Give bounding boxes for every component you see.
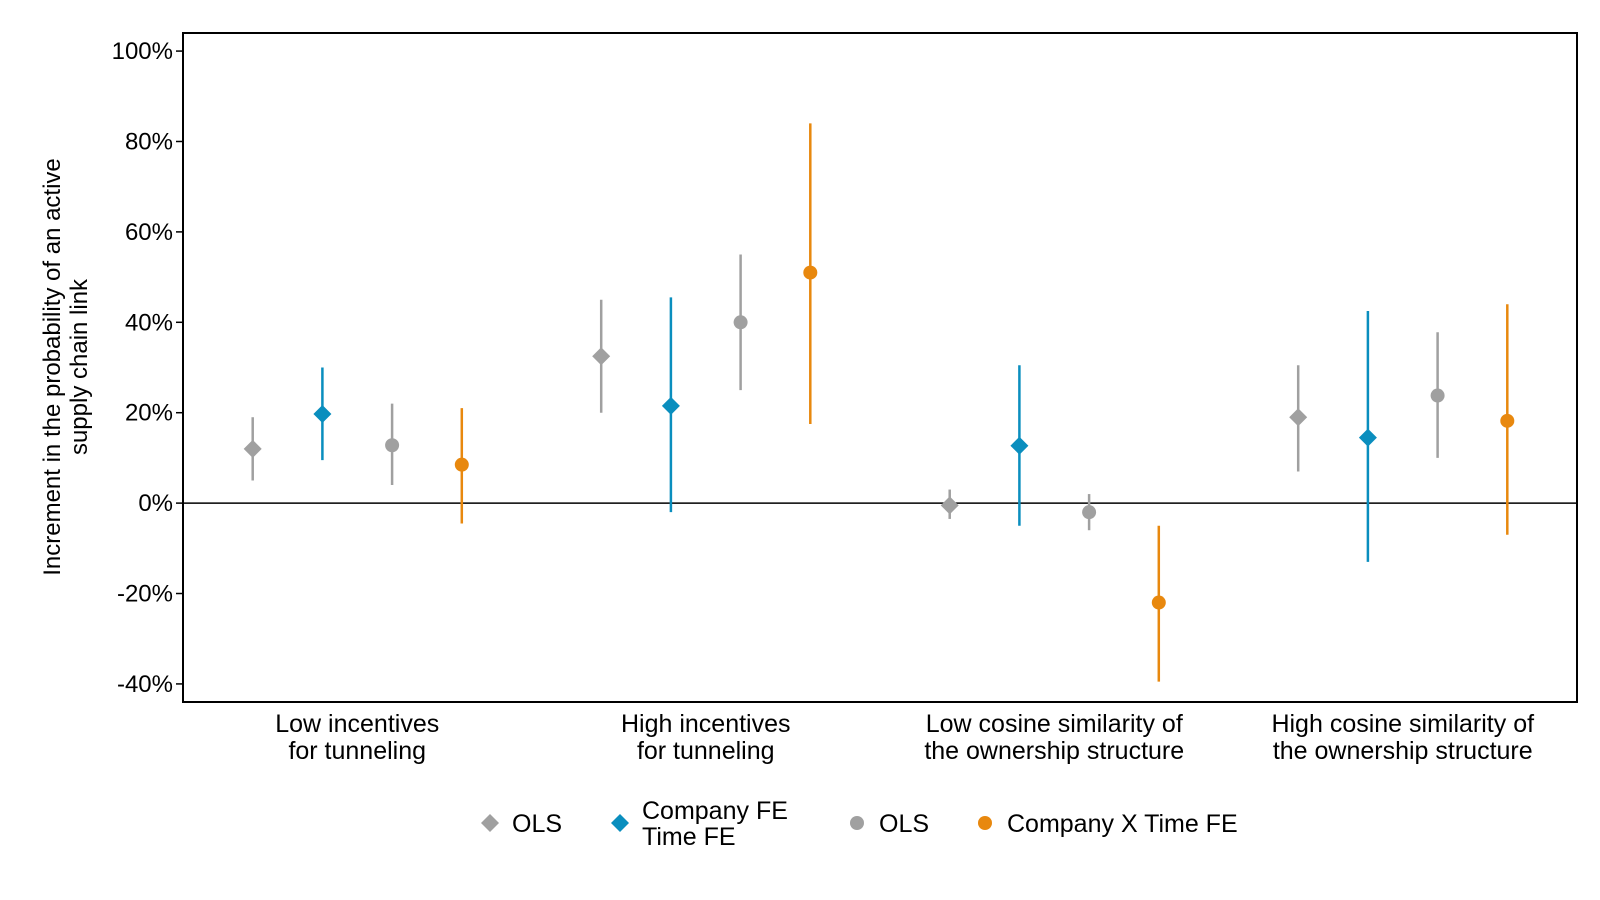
data-point-circle xyxy=(733,315,748,330)
x-category-label-line: for tunneling xyxy=(637,737,775,765)
legend-label: Time FE xyxy=(642,823,736,851)
x-category-label-line: Low cosine similarity of xyxy=(926,710,1183,738)
y-axis: -40% -20% 0% 20% 40% 60% 80% 100% xyxy=(112,38,183,698)
data-point-circle xyxy=(1151,595,1166,610)
legend-marker-circle xyxy=(978,816,992,830)
data-point-diamond xyxy=(940,496,959,515)
data-point-diamond xyxy=(243,439,262,458)
plot-frame xyxy=(182,32,1578,703)
y-tick-label: 80% xyxy=(125,128,173,155)
y-tick-label: 40% xyxy=(125,309,173,336)
y-tick-label: 100% xyxy=(112,38,173,65)
x-category-label-line: High cosine similarity of xyxy=(1271,710,1534,738)
data-point-diamond xyxy=(661,396,680,415)
y-tick-label: -40% xyxy=(117,671,173,698)
y-axis-title: Increment in the probability of an activ… xyxy=(39,158,93,576)
y-axis-title-line: supply chain link xyxy=(66,278,93,455)
data-point-circle xyxy=(454,457,469,472)
data-point-diamond xyxy=(1010,436,1029,455)
data-point-circle xyxy=(1500,413,1515,428)
y-tick-label: 0% xyxy=(138,490,173,517)
legend-item: OLS xyxy=(850,810,929,838)
legend-label: Company FE xyxy=(642,797,788,825)
legend-marker-circle xyxy=(850,816,864,830)
legend-marker-diamond xyxy=(481,814,499,832)
data-point-circle xyxy=(1430,388,1445,403)
x-category-label-line: Low incentives xyxy=(275,710,439,738)
y-axis-title-line: Increment in the probability of an activ… xyxy=(39,158,66,576)
data-point-circle xyxy=(1082,505,1097,520)
legend-label: Company X Time FE xyxy=(1007,810,1238,838)
y-tick-label: 20% xyxy=(125,400,173,427)
x-category-label-line: High incentives xyxy=(621,710,791,738)
y-tick-label: -20% xyxy=(117,581,173,608)
x-category-label-line: the ownership structure xyxy=(924,737,1184,765)
legend-item: Company X Time FE xyxy=(978,810,1238,838)
x-category-label-line: for tunneling xyxy=(288,737,426,765)
legend-marker-diamond xyxy=(611,814,629,832)
data-point-diamond xyxy=(592,347,611,366)
legend-label: OLS xyxy=(512,810,562,838)
data-point-diamond xyxy=(313,405,332,424)
x-category-label-line: the ownership structure xyxy=(1273,737,1533,765)
data-point-circle xyxy=(385,438,400,453)
y-tick-label: 60% xyxy=(125,219,173,246)
data-point-circle xyxy=(803,265,818,280)
legend-item: OLS xyxy=(481,810,562,838)
data-point-diamond xyxy=(1358,428,1377,447)
data-point-diamond xyxy=(1289,408,1308,427)
legend-label: OLS xyxy=(879,810,929,838)
plot-marks xyxy=(243,123,1515,682)
